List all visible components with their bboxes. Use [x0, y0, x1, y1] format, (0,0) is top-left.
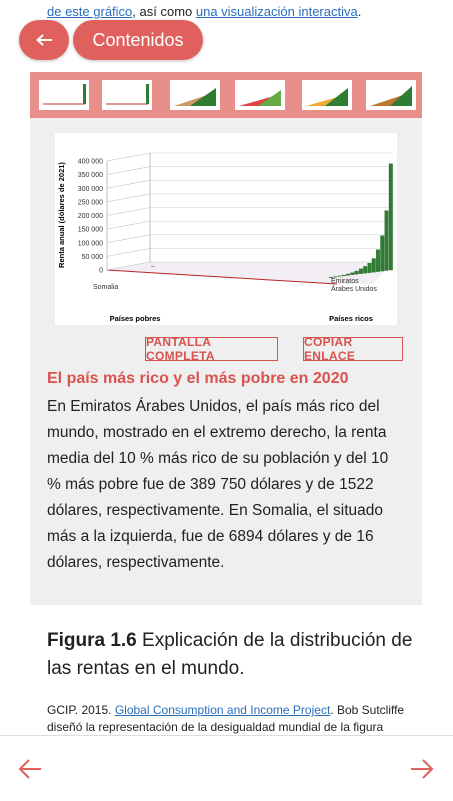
bar [376, 249, 380, 272]
paragraph: En Emiratos Árabes Unidos, el país más r… [47, 398, 389, 571]
link[interactable]: Global Consumption and Income Project [114, 703, 331, 717]
text: GCIP. 2015. [47, 703, 115, 717]
figure-text: Explicación de la distribución de las re… [47, 630, 413, 679]
next-arrow[interactable] [410, 758, 434, 780]
bar [151, 265, 155, 267]
fullscreen-button[interactable]: PANTALLA COMPLETA [145, 335, 278, 363]
x-tick-label: Emiratos Árabes Unidos [331, 278, 377, 293]
heading: El país más rico y el más pobre en 2020 [47, 370, 349, 387]
y-axis-title: Renta anual (dólares de 2021) [57, 162, 66, 268]
bar [341, 274, 346, 277]
thumbnails [39, 80, 416, 110]
y-tick-label: 150 000 [78, 227, 103, 234]
y-tick-label: 350 000 [78, 172, 103, 179]
x-label-left: Países pobres [110, 314, 161, 323]
bar [346, 273, 351, 276]
bar [380, 235, 385, 272]
source: GCIP. 2015. Global Consumption and Incom… [47, 702, 407, 736]
y-tick-label: 0 [99, 268, 103, 275]
grid-line [106, 234, 151, 243]
figure-caption: Figura 1.6 Explicación de la distribució… [47, 627, 417, 683]
grid-line [106, 193, 151, 203]
grid-line [106, 207, 151, 216]
back-button[interactable] [19, 20, 69, 60]
text: . [357, 4, 362, 19]
chart-container: Renta anual (dólares de 2021) Países pob… [55, 133, 397, 325]
grid-line [106, 248, 151, 257]
thumb[interactable] [302, 80, 352, 110]
x-tick-label: Somalia [93, 284, 118, 291]
bar [337, 275, 342, 277]
text: . Bob Sutcliffe diseñó la representación… [47, 703, 405, 734]
bar [358, 268, 363, 274]
bar [367, 262, 372, 273]
text: , así como [132, 4, 196, 19]
bar [384, 210, 389, 271]
thumb[interactable] [39, 80, 89, 110]
bar [329, 277, 334, 278]
chart: Renta anual (dólares de 2021) Países pob… [57, 152, 393, 323]
bar [363, 266, 368, 274]
thumb[interactable] [366, 80, 416, 110]
thumbnail-strip [30, 72, 422, 118]
contents-button[interactable]: Contenidos [73, 20, 203, 60]
x-label-right: Países ricos [329, 314, 373, 323]
prev-arrow[interactable] [18, 758, 42, 780]
grid-line [106, 166, 151, 175]
bar [354, 270, 359, 275]
top-text: de este gráfico, así como una visualizac… [47, 4, 361, 19]
y-tick-label: 100 000 [78, 240, 103, 247]
link[interactable]: de este gráfico [47, 4, 133, 19]
bottom-nav [0, 735, 453, 801]
link[interactable]: una visualización interactiva [195, 4, 358, 19]
thumb[interactable] [102, 80, 152, 110]
bar [333, 276, 338, 278]
y-tick-label: 250 000 [78, 199, 103, 206]
thumb[interactable] [170, 80, 220, 110]
floor [107, 262, 393, 284]
front-edge [106, 269, 338, 285]
y-tick-label: 200 000 [78, 213, 103, 220]
y-tick-label: 400 000 [78, 159, 103, 166]
grid-line [106, 261, 151, 271]
back-icon [36, 34, 52, 46]
thumb[interactable] [235, 80, 285, 110]
y-tick-label: 300 000 [78, 186, 103, 193]
grid-line [106, 220, 151, 230]
figure-label: Figura 1.6 [47, 630, 137, 651]
bar [350, 272, 355, 275]
grid-line [106, 152, 151, 162]
bar [388, 163, 393, 271]
grid-line [106, 180, 151, 189]
y-tick-label: 50 000 [82, 254, 104, 261]
copy-link-button[interactable]: COPIAR ENLACE [303, 335, 403, 363]
bar [371, 258, 376, 273]
